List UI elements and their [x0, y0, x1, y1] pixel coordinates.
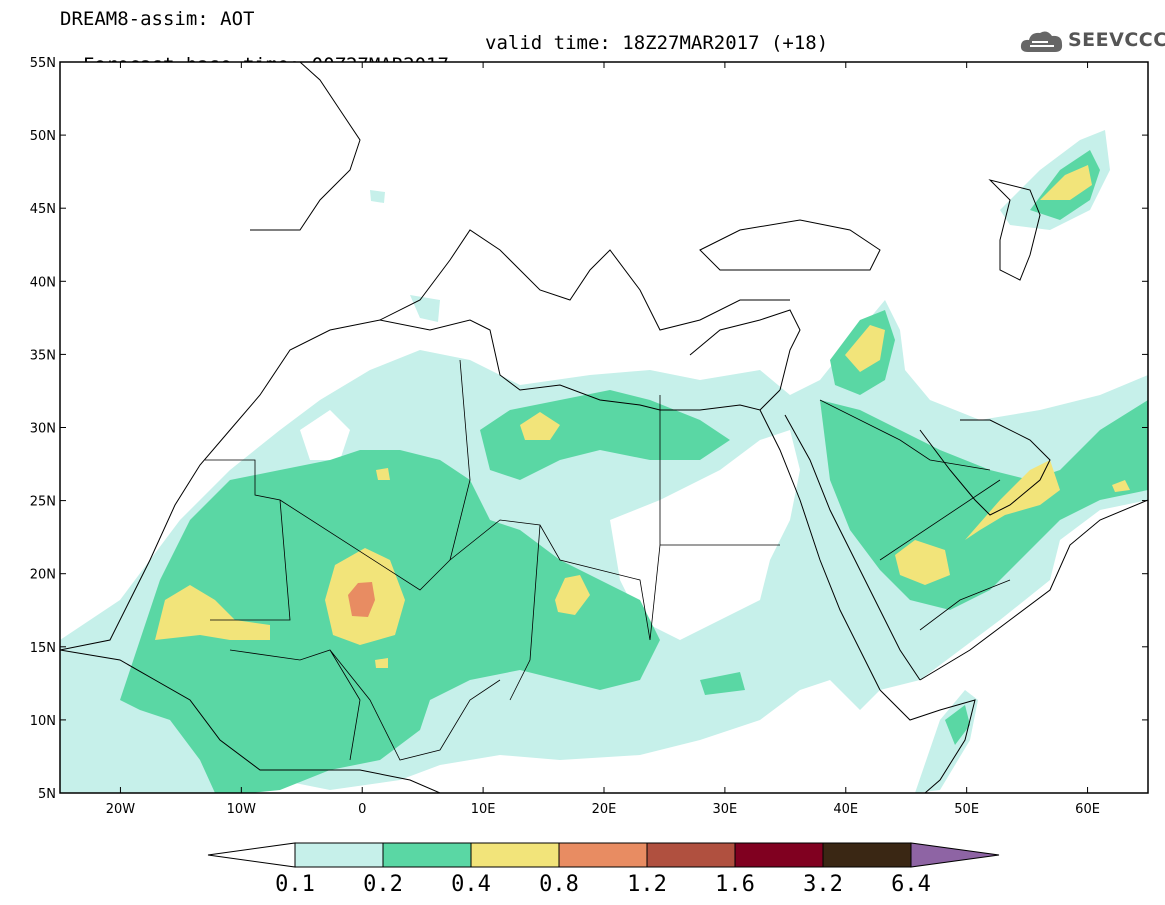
aot-level-0.4-libya-spot: [520, 412, 560, 440]
colorbar-lower-extend: [207, 842, 296, 868]
aot-shading: [60, 62, 1148, 793]
colorbar-label: 1.2: [627, 872, 667, 897]
lat-label: 5N: [38, 787, 56, 802]
lat-label: 55N: [30, 56, 56, 71]
persian-gulf: [919, 419, 1051, 516]
black-sea: [699, 219, 881, 271]
political-borders: [205, 359, 1011, 761]
levant-coast: [689, 309, 801, 391]
colorbar-label: 0.2: [363, 872, 403, 897]
arabia-south-coast: [919, 499, 1148, 681]
aot-level-0.1-small-patch: [370, 190, 440, 322]
lat-label: 50N: [30, 129, 56, 144]
logo-text: SEEVCCC: [1068, 29, 1165, 51]
coastlines-borders: [60, 62, 1148, 793]
aot-colorbar: 0.1 0.2 0.4 0.8 1.2 1.6 3.2 6.4: [207, 842, 1000, 897]
seevccc-logo: SEEVCCC: [1018, 26, 1165, 56]
colorbar-segment: [822, 842, 912, 868]
aot-level-0.4-gulf: [965, 460, 1060, 540]
colorbar-segment: [470, 842, 560, 868]
latitude-axis: 55N 50N 45N 40N 35N 30N 25N 20N 15N 10N 5N: [30, 56, 1148, 802]
lat-label: 20N: [30, 568, 56, 583]
north-africa-coast: [60, 319, 781, 651]
lon-label: 10W: [227, 802, 257, 817]
aot-level-0.1-clear-gap-algeria: [300, 410, 350, 460]
colorbar-segment: [734, 842, 824, 868]
lat-label: 25N: [30, 495, 56, 510]
lat-label: 10N: [30, 714, 56, 729]
lat-label: 15N: [30, 641, 56, 656]
longitude-axis: 20W 10W 0 10E 20E 30E 40E 50E 60E: [106, 62, 1100, 817]
aot-level-0.2-libya: [480, 390, 730, 480]
colorbar-label: 0.8: [539, 872, 579, 897]
lon-label: 60E: [1075, 802, 1100, 817]
aot-level-0.2-chad-patch: [700, 672, 745, 695]
aot-level-0.2-somalia: [945, 705, 970, 745]
caspian-sea: [988, 179, 1041, 281]
lon-label: 0: [358, 802, 366, 817]
west-africa-coast: [60, 649, 441, 793]
lat-label: 35N: [30, 348, 56, 363]
colorbar-segment: [294, 842, 384, 868]
colorbar-label: 6.4: [891, 872, 931, 897]
map-title: DREAM8-assim: AOT: [60, 8, 255, 30]
europe-coast: [250, 62, 790, 331]
red-sea-east-coast: [784, 414, 921, 681]
lon-label: 20E: [592, 802, 617, 817]
lon-label: 10E: [471, 802, 496, 817]
red-sea-west-coast: [759, 409, 881, 691]
aot-level-0.4-arabia: [895, 540, 950, 585]
colorbar-upper-extend: [910, 842, 1000, 868]
lat-label: 45N: [30, 202, 56, 217]
lon-label: 20W: [106, 802, 136, 817]
cloud-icon: [1020, 31, 1063, 52]
horn-coast: [879, 689, 976, 793]
aot-level-0.4-caspian: [1040, 165, 1092, 200]
lon-label: 40E: [833, 802, 858, 817]
colorbar-label: 0.4: [451, 872, 491, 897]
lat-label: 40N: [30, 275, 56, 290]
colorbar-segment: [646, 842, 736, 868]
lon-label: 30E: [713, 802, 738, 817]
colorbar-segment: [558, 842, 648, 868]
colorbar-label: 1.6: [715, 872, 755, 897]
colorbar-label: 0.1: [275, 872, 315, 897]
lon-label: 50E: [954, 802, 979, 817]
aot-level-0.4-chad: [555, 575, 590, 615]
lat-label: 30N: [30, 422, 56, 437]
aot-level-0.8-niger-core: [348, 582, 375, 617]
aot-level-0.1-clear-gap-egypt: [610, 430, 800, 640]
aot-level-0.4-mauritania: [155, 585, 270, 640]
aot-level-0.4-iraq: [845, 325, 885, 372]
colorbar-segment: [382, 842, 472, 868]
valid-time-label: valid time: 18Z27MAR2017 (+18): [485, 32, 829, 54]
colorbar-label: 3.2: [803, 872, 843, 897]
